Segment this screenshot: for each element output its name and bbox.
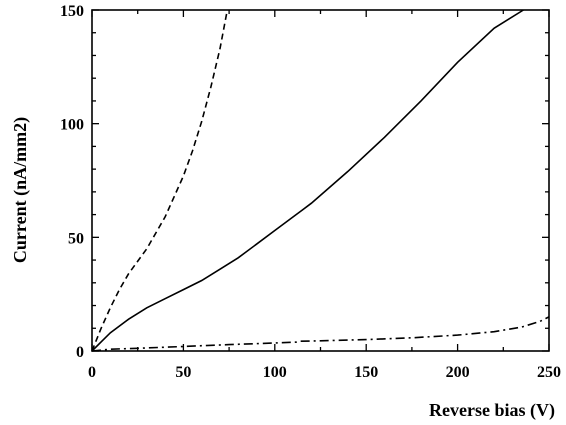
x-tick-label: 250: [537, 364, 561, 381]
series-line-1-dashed: [91, 9, 229, 352]
x-tick-label: 150: [354, 364, 378, 381]
x-axis-label: Reverse bias (V): [429, 400, 555, 421]
y-tick-label: 100: [60, 117, 84, 134]
y-axis-label: Current (nA/mm2): [10, 117, 31, 263]
series-group: [91, 9, 550, 352]
x-ticks: 0 50 100 150 200 250: [88, 10, 561, 381]
plot-frame: [91, 9, 550, 352]
y-ticks: 0 50 100 150: [60, 3, 549, 361]
y-tick-label: 0: [76, 344, 84, 361]
x-tick-label: 200: [446, 364, 470, 381]
y-tick-label: 150: [60, 3, 84, 20]
x-tick-label: 100: [263, 364, 287, 381]
plot-area: 0 50 100 150 200 250 0 50 100 150: [60, 3, 561, 381]
y-tick-label: 50: [68, 230, 84, 247]
x-tick-label: 50: [175, 364, 191, 381]
x-tick-label: 0: [88, 364, 96, 381]
series-line-2-solid: [91, 9, 524, 352]
series-line-3-dashdot: [91, 316, 550, 352]
